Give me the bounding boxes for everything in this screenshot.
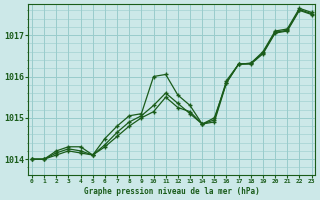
X-axis label: Graphe pression niveau de la mer (hPa): Graphe pression niveau de la mer (hPa) (84, 187, 260, 196)
